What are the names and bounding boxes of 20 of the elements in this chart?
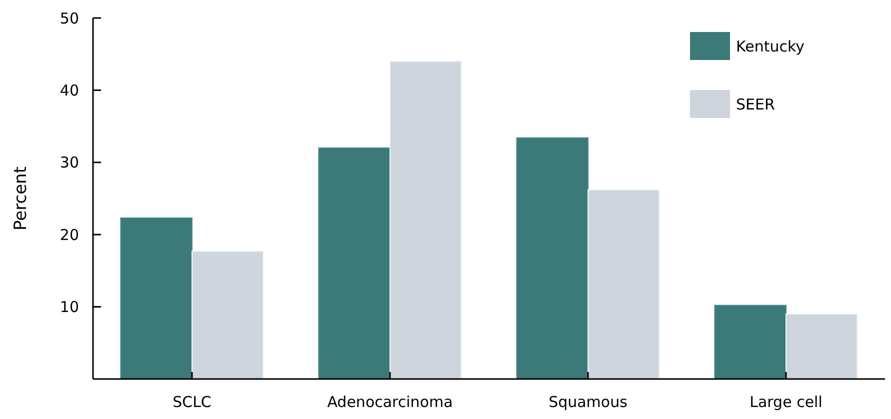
y-tick-label: 20 [60, 226, 79, 244]
x-tick-label: SCLC [172, 393, 212, 411]
bar [120, 217, 192, 380]
bar [786, 314, 858, 380]
y-tick-label: 30 [60, 154, 79, 172]
bar [390, 60, 462, 380]
x-tick-label: Adenocarcinoma [327, 393, 453, 411]
y-tick-label: 10 [60, 298, 79, 316]
bar [318, 147, 390, 380]
x-tick-label: Large cell [750, 393, 822, 411]
x-tick-label: Squamous [548, 393, 628, 411]
bar [192, 250, 264, 380]
y-tick-label: 40 [60, 81, 79, 100]
legend-label: Kentucky [736, 37, 805, 56]
bar [588, 189, 660, 380]
bar [516, 137, 588, 380]
bar [714, 304, 786, 380]
y-tick-label: 50 [60, 9, 79, 28]
legend-label: SEER [736, 95, 775, 114]
y-axis-title: Percent [11, 166, 31, 230]
